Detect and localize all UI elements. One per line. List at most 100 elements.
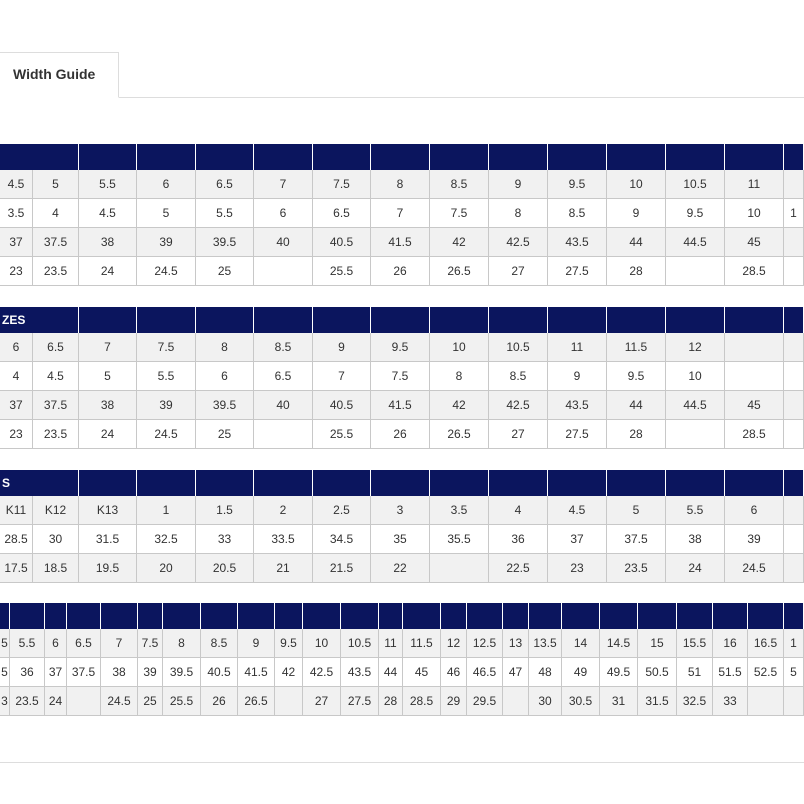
table-cell: 12.5 [467, 629, 503, 658]
header-cell [784, 307, 804, 333]
table-cell: 38 [101, 658, 138, 687]
table-cell: 5.5 [666, 496, 725, 525]
table-cell: 40.5 [201, 658, 238, 687]
header-cell [79, 470, 137, 496]
header-cell: ZES [0, 307, 79, 333]
table-cell: 11 [725, 170, 784, 199]
table-cell: 6.5 [196, 170, 254, 199]
table-cell: 9.5 [607, 362, 666, 391]
table-cell: 35.5 [430, 525, 489, 554]
table-cell: 44 [379, 658, 403, 687]
table-cell [784, 170, 804, 199]
header-cell [529, 603, 562, 629]
table-cell: 33 [713, 687, 748, 716]
table-cell: 6.5 [67, 629, 101, 658]
header-cell [666, 470, 725, 496]
table-cell [784, 496, 804, 525]
table-cell: K11 [0, 496, 33, 525]
table-cell: 38 [666, 525, 725, 554]
table-cell: 43.5 [548, 228, 607, 257]
table-cell: 8.5 [489, 362, 548, 391]
table-cell: 31 [600, 687, 638, 716]
table-cell: 1 [784, 629, 804, 658]
table-cell: 5.5 [137, 362, 196, 391]
table-cell: 3.5 [430, 496, 489, 525]
table-cell: 37 [45, 658, 67, 687]
header-cell [548, 470, 607, 496]
table-cell: 51 [677, 658, 713, 687]
table-cell: 25.5 [313, 257, 371, 286]
header-cell [548, 307, 607, 333]
table-cell: 37 [548, 525, 607, 554]
table-cell: 44 [607, 391, 666, 420]
table-cell: 8.5 [254, 333, 313, 362]
table-cell: 26.5 [430, 420, 489, 449]
header-cell [137, 307, 196, 333]
table-cell: 6.5 [254, 362, 313, 391]
table-cell: 5.5 [79, 170, 137, 199]
table-cell: 22 [371, 554, 430, 583]
table-cell: 21 [254, 554, 313, 583]
header-cell [784, 603, 804, 629]
table-cell: 23.5 [33, 257, 79, 286]
table-cell: 40 [254, 228, 313, 257]
table-cell: 9.5 [371, 333, 430, 362]
table-cell: 4 [0, 362, 33, 391]
table-cell: 8 [196, 333, 254, 362]
header-cell [784, 470, 804, 496]
table-cell: 45 [725, 391, 784, 420]
table-cell: 1.5 [196, 496, 254, 525]
header-cell [313, 307, 371, 333]
table-cell: 28.5 [0, 525, 33, 554]
table-cell [725, 333, 784, 362]
table-cell: 39 [137, 391, 196, 420]
header-cell [254, 470, 313, 496]
table-cell: 10.5 [341, 629, 379, 658]
table-cell: 52.5 [748, 658, 784, 687]
table-cell: 42.5 [489, 391, 548, 420]
table-cell: 9 [313, 333, 371, 362]
table-cell: 37.5 [33, 228, 79, 257]
table-cell: 7.5 [313, 170, 371, 199]
table-cell: 9.5 [666, 199, 725, 228]
table-cell: 5 [137, 199, 196, 228]
table-cell: 6 [254, 199, 313, 228]
table-cell: 31.5 [79, 525, 137, 554]
table-cell: 27 [489, 420, 548, 449]
table-cell: 27.5 [548, 257, 607, 286]
table-cell: 28 [607, 420, 666, 449]
table-cell: 51.5 [713, 658, 748, 687]
tab[interactable]: Width Guide [0, 52, 119, 98]
header-cell [371, 307, 430, 333]
table-cell: 7 [79, 333, 137, 362]
table-cell: 8.5 [201, 629, 238, 658]
table-cell: 8 [430, 362, 489, 391]
table-cell: 23.5 [10, 687, 45, 716]
table-cell: 5 [0, 658, 10, 687]
table-cell: 23 [0, 420, 33, 449]
table-cell [784, 257, 804, 286]
table-cell: 24.5 [137, 420, 196, 449]
table-cell: 42 [430, 391, 489, 420]
header-cell [430, 470, 489, 496]
table-cell [666, 257, 725, 286]
table-cell: 33 [196, 525, 254, 554]
table-cell [67, 687, 101, 716]
table-cell: 11.5 [403, 629, 441, 658]
header-cell: S [0, 470, 79, 496]
header-cell [0, 603, 10, 629]
table-cell: 6 [137, 170, 196, 199]
divider [0, 762, 804, 763]
table-cell: 31.5 [638, 687, 677, 716]
table-cell [784, 333, 804, 362]
table-cell: 8 [489, 199, 548, 228]
table-cell: 18.5 [33, 554, 79, 583]
table-cell: 6 [0, 333, 33, 362]
table-cell: 39 [725, 525, 784, 554]
header-cell [138, 603, 163, 629]
table-cell: 39.5 [196, 391, 254, 420]
table-cell: 10 [430, 333, 489, 362]
header-cell [196, 307, 254, 333]
table-cell: 36 [489, 525, 548, 554]
